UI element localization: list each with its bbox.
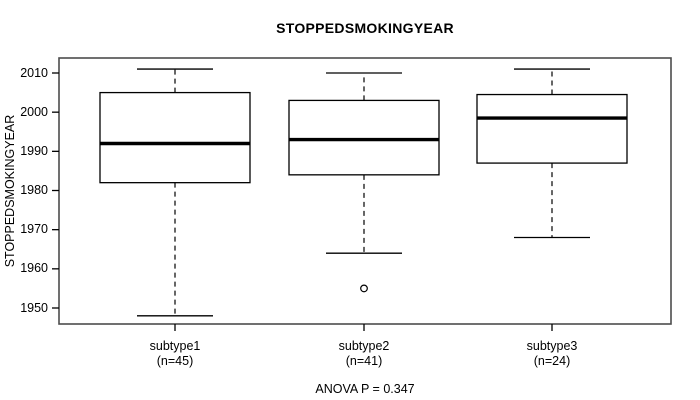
group-label-subtype3: subtype3 (n=24) (527, 339, 578, 368)
group-count-subtype1: (n=45) (156, 353, 194, 368)
y-tick-label: 1990 (20, 143, 48, 158)
anova-p-note: ANOVA P = 0.347 (315, 382, 415, 396)
y-tick-label: 2000 (20, 104, 48, 119)
y-tick-label: 1970 (20, 222, 48, 237)
group-label-subtype1: subtype1 (n=45) (150, 339, 201, 368)
iqr-box-subtype3 (476, 93, 628, 164)
group-label-subtype2: subtype2 (n=41) (339, 339, 390, 368)
y-tick-label: 1960 (20, 261, 48, 276)
group-name-subtype2: subtype2 (338, 339, 390, 353)
y-tick-label: 1950 (20, 300, 48, 315)
group-name-subtype1: subtype1 (149, 339, 201, 353)
group-name-subtype3: subtype3 (526, 339, 578, 353)
group-count-subtype3: (n=24) (533, 353, 571, 368)
chart-title: STOPPEDSMOKINGYEAR (276, 20, 454, 36)
iqr-box-subtype1 (99, 91, 251, 184)
y-tick-label: 1980 (20, 183, 48, 197)
outlier-point-subtype2 (360, 284, 368, 293)
group-count-subtype2: (n=41) (345, 353, 383, 368)
iqr-box-subtype2 (288, 99, 440, 176)
y-tick-label: 2010 (20, 65, 48, 80)
